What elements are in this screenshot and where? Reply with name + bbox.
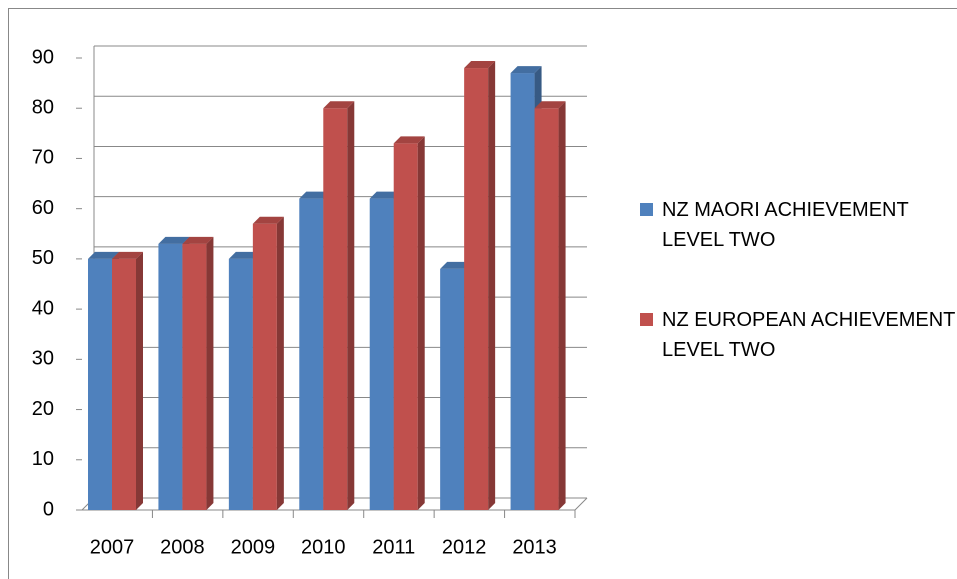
bar-top [182, 236, 214, 244]
bar-top [440, 261, 472, 269]
bar-front [299, 198, 324, 510]
bar-top [158, 236, 190, 244]
y-tick-label: 80 [32, 97, 54, 119]
legend-label: NZ MAORI ACHIEVEMENT LEVEL TWO [662, 199, 909, 251]
bar-front [88, 258, 112, 510]
y-tick-label: 70 [32, 147, 54, 169]
y-tick-label: 0 [43, 498, 54, 520]
bar-side [417, 136, 425, 510]
bar-top [534, 101, 566, 109]
x-tick-label: 2007 [90, 536, 135, 558]
bar-front [369, 198, 394, 510]
bar-side [558, 101, 566, 510]
y-tick-label: 10 [32, 448, 54, 470]
bar-front [464, 68, 489, 511]
bar-side [347, 101, 355, 510]
bar-front [393, 143, 418, 510]
bar-top [228, 251, 260, 259]
legend-swatch [640, 313, 653, 326]
bar-front [158, 243, 183, 511]
y-tick-label: 90 [32, 46, 54, 68]
bar-top [510, 66, 542, 74]
y-tick-label: 20 [32, 398, 54, 420]
bar-side [136, 251, 143, 510]
bar-front [112, 258, 136, 510]
legend-label: NZ EUROPEAN ACHIEVEMENT LEVEL TWO [662, 309, 956, 361]
bar-front [252, 223, 277, 510]
bar-top [112, 251, 143, 259]
x-tick-label: 2012 [442, 536, 487, 558]
bar-top [369, 191, 401, 199]
bar-side [276, 216, 284, 510]
bar-top [464, 61, 496, 69]
y-tick-label: 30 [32, 348, 54, 370]
bar-top [393, 136, 425, 144]
bar-side [488, 61, 496, 511]
x-tick-label: 2011 [372, 536, 415, 558]
chart-frame [8, 8, 957, 579]
x-tick-label: 2009 [231, 536, 276, 558]
bar-top [323, 101, 355, 109]
bar-front [440, 268, 465, 510]
x-tick-label: 2010 [301, 536, 346, 558]
x-tick-label: 2008 [160, 536, 205, 558]
bar-front [323, 108, 348, 510]
bar-top [88, 251, 119, 259]
bar-front [510, 73, 535, 511]
y-tick-label: 60 [32, 197, 54, 219]
legend-swatch [640, 203, 653, 216]
bar-top [299, 191, 331, 199]
y-tick-label: 50 [32, 247, 54, 269]
bar-front [534, 108, 559, 510]
bar-front [228, 258, 253, 510]
y-tick-label: 40 [32, 297, 54, 319]
floor-right [574, 497, 588, 511]
bar-side [206, 236, 214, 511]
bar-top [252, 216, 284, 224]
x-tick-label: 2013 [512, 536, 557, 558]
bar-front [182, 243, 207, 511]
